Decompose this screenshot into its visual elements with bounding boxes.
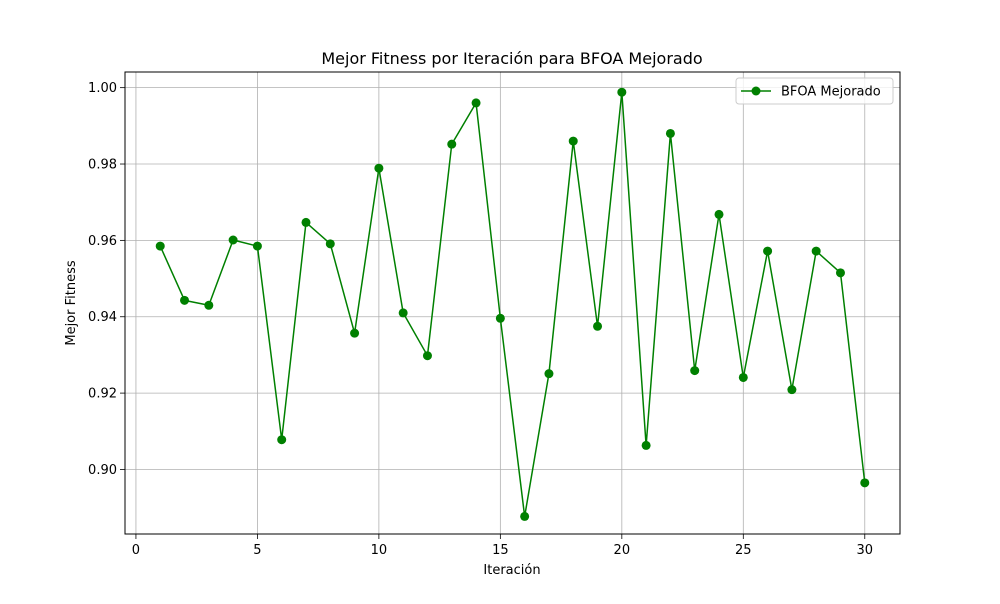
data-point (617, 87, 627, 97)
data-point (398, 308, 408, 318)
x-tick-label: 25 (735, 543, 752, 558)
y-tick-label: 0.92 (88, 387, 117, 402)
data-point (204, 300, 214, 310)
data-point (520, 511, 530, 521)
data-point (228, 235, 238, 245)
data-point (763, 246, 773, 256)
data-point (593, 321, 603, 331)
data-point (180, 295, 190, 305)
data-point (155, 241, 165, 251)
data-point (301, 217, 311, 227)
data-point (544, 369, 554, 379)
x-axis-label: Iteración (483, 563, 540, 578)
axis-ticks: 0 5 10 15 20 25 30 0.90 0.92 0.94 0.96 0.98 1.00 (88, 81, 873, 558)
data-point (568, 136, 578, 146)
data-point (350, 328, 360, 338)
data-point (714, 209, 724, 219)
chart-title: Mejor Fitness por Iteración para BFOA Me… (321, 49, 702, 68)
data-point (495, 313, 505, 323)
legend: BFOA Mejorado (735, 77, 894, 105)
data-point (860, 478, 870, 488)
x-tick-label: 30 (856, 543, 873, 558)
y-axis-label: Mejor Fitness (64, 260, 79, 346)
plot-frame (124, 71, 901, 535)
legend-label: BFOA Mejorado (781, 85, 881, 100)
data-point (277, 435, 287, 445)
x-tick-label: 15 (492, 543, 509, 558)
legend-box (735, 77, 894, 105)
y-tick-label: 1.00 (88, 81, 117, 96)
grid (125, 72, 900, 534)
y-tick-label: 0.96 (88, 234, 117, 249)
x-tick-label: 0 (132, 543, 140, 558)
legend-point-marker (751, 86, 761, 96)
data-point (471, 98, 481, 108)
data-point (787, 385, 797, 395)
data-point (252, 241, 262, 251)
y-tick-label: 0.90 (88, 463, 117, 478)
data-point (422, 351, 432, 361)
data-point (690, 366, 700, 376)
x-tick-label: 10 (371, 543, 388, 558)
data-point (835, 268, 845, 278)
series-line (159, 91, 866, 518)
x-tick-label: 20 (614, 543, 631, 558)
data-point (325, 239, 335, 249)
data-point (641, 440, 651, 450)
series-layer (155, 87, 870, 521)
y-tick-label: 0.94 (88, 310, 117, 325)
data-point (811, 246, 821, 256)
data-point (738, 372, 748, 382)
data-point (374, 163, 384, 173)
data-point (447, 139, 457, 149)
x-tick-label: 5 (253, 543, 261, 558)
data-point (665, 128, 675, 138)
y-tick-label: 0.98 (88, 158, 117, 173)
